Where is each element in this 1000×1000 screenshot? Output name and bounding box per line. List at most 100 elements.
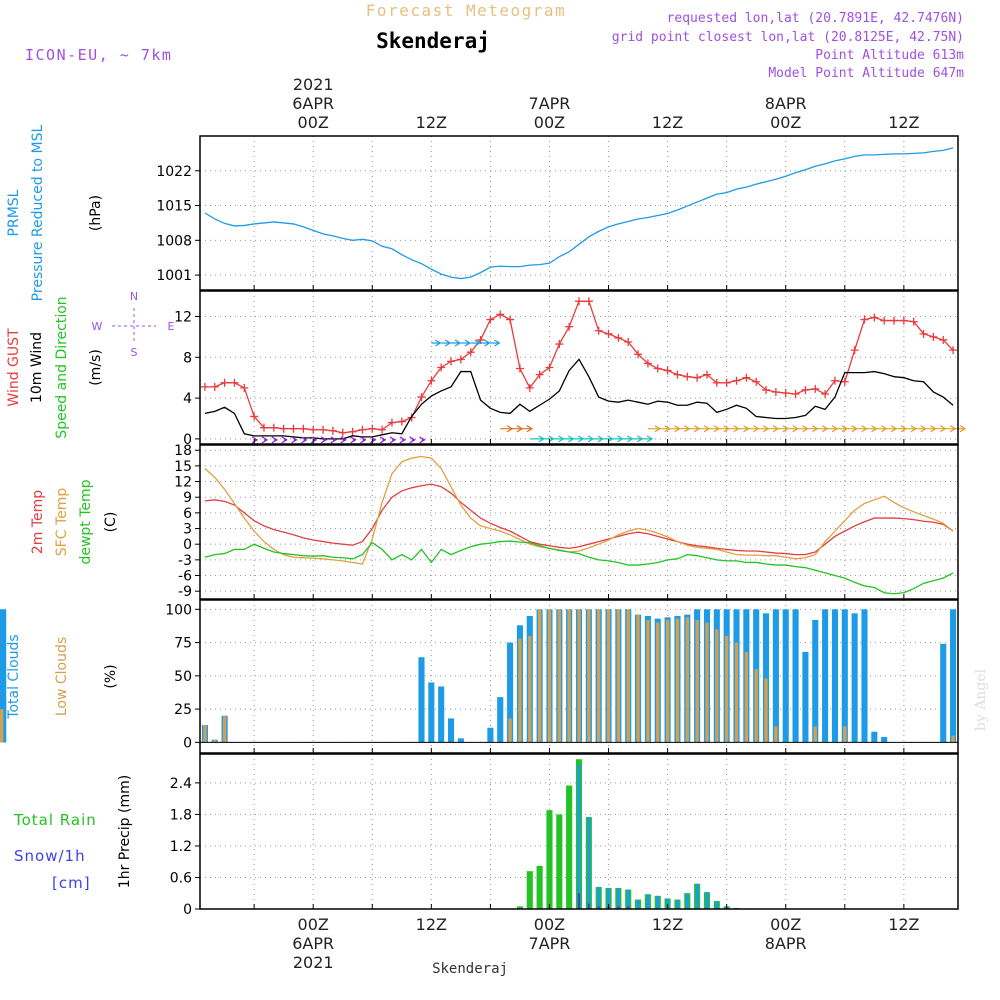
series-line <box>204 147 954 280</box>
wind-direction-arrow <box>490 339 501 347</box>
y-tick-label: 0.6 <box>170 870 192 886</box>
top-time-label: 00Z <box>534 113 565 132</box>
gust-marker <box>397 417 406 426</box>
compass-icon <box>112 308 156 344</box>
bar-precip-0 <box>526 871 533 909</box>
bar-clouds-1 <box>744 651 749 743</box>
bottom-time-label: 6APR <box>292 934 334 953</box>
legend-label: Snow/1h <box>14 847 86 865</box>
gust-marker <box>575 297 583 306</box>
gust-marker <box>525 383 534 392</box>
panel-frame <box>199 290 959 445</box>
gust-marker <box>427 376 436 385</box>
bottom-time-label: 00Z <box>534 915 565 934</box>
y-tick-label: 0 <box>183 735 192 751</box>
bar-clouds-0 <box>792 609 799 743</box>
gust-marker <box>791 390 800 399</box>
bar-precip-1 <box>665 898 670 909</box>
y-tick-label: 2.4 <box>170 776 192 792</box>
bar-clouds-1 <box>537 609 542 743</box>
series-line <box>204 300 954 434</box>
y-tick-label: 3 <box>183 522 192 538</box>
y-axis-label: 10m Wind <box>29 332 45 403</box>
bar-clouds-0 <box>812 619 819 743</box>
bar-clouds-1 <box>774 726 778 743</box>
bar-clouds-0 <box>507 642 514 743</box>
y-axis-label: 2m Temp <box>30 490 46 554</box>
y-tick-label: 8 <box>183 350 192 366</box>
bar-clouds-1 <box>213 739 217 743</box>
bar-clouds-0 <box>881 737 888 743</box>
bar-clouds-1 <box>685 617 689 743</box>
gust-marker <box>319 425 328 434</box>
bar-precip-1 <box>626 889 630 909</box>
y-tick-label: 9 <box>183 490 192 506</box>
bar-precip-0 <box>516 906 523 909</box>
bottom-time-label: 2021 <box>293 953 334 972</box>
bar-precip-2 <box>597 906 600 909</box>
gust-marker <box>634 350 643 359</box>
bar-clouds-0 <box>822 609 829 743</box>
bar-clouds-1 <box>222 715 227 743</box>
bar-precip-1 <box>587 817 591 909</box>
top-time-label: 7APR <box>529 94 571 113</box>
gust-marker <box>939 335 948 344</box>
gust-marker <box>476 335 485 344</box>
wind-direction-arrow <box>638 435 654 443</box>
y-tick-label: 1.2 <box>170 839 192 855</box>
y-axis-label: SFC Temp <box>54 488 70 557</box>
gust-marker <box>269 423 278 432</box>
bar-clouds-1 <box>587 609 591 743</box>
y-tick-label: 25 <box>174 702 192 718</box>
wind-direction-arrow <box>399 436 406 444</box>
gust-marker <box>722 378 731 387</box>
bar-clouds-1 <box>518 638 522 743</box>
bar-precip-2 <box>617 906 620 909</box>
series-line <box>204 540 954 595</box>
y-axis-label: (C) <box>103 512 119 533</box>
y-tick-label: 75 <box>174 636 192 652</box>
gust-marker <box>515 364 524 373</box>
bar-clouds-1 <box>606 609 611 743</box>
gust-marker <box>289 424 298 433</box>
y-axis-label: dewpt Temp <box>78 479 94 564</box>
gust-marker <box>742 373 751 382</box>
gust-marker <box>830 376 839 385</box>
gust-marker <box>555 340 564 349</box>
gust-marker <box>821 390 830 399</box>
bar-clouds-1 <box>813 726 817 743</box>
gust-marker <box>584 297 593 306</box>
clouds-panel: 0 25 50 75 100 Total Clouds Low Clouds (%) <box>0 599 959 754</box>
y-axis-label: (%) <box>103 664 119 688</box>
panel-frame <box>199 753 959 910</box>
bar-clouds-0 <box>802 651 809 743</box>
y-tick-label: 1008 <box>156 233 192 249</box>
bar-clouds-1 <box>695 619 699 743</box>
bar-clouds-1 <box>665 619 670 743</box>
bar-clouds-1 <box>724 635 729 743</box>
y-tick-label: 0 <box>183 432 192 448</box>
legend-label: [cm] <box>52 874 91 892</box>
compass-west: W <box>92 320 103 333</box>
bar-clouds-1 <box>567 609 571 743</box>
y-tick-label: 1001 <box>156 268 192 284</box>
bar-clouds-0 <box>438 686 445 743</box>
bar-clouds-1 <box>597 609 601 743</box>
bar-clouds-1 <box>675 618 680 743</box>
gust-marker <box>643 359 652 368</box>
wind-direction-arrow <box>519 425 534 433</box>
point-altitude: Point Altitude 613m <box>815 48 964 63</box>
gust-marker <box>417 393 426 402</box>
top-time-label: 12Z <box>888 113 919 132</box>
gust-marker <box>801 385 810 394</box>
y-tick-label: 0 <box>183 537 192 553</box>
wind-direction-arrow <box>451 339 462 347</box>
gust-marker <box>437 363 446 372</box>
gust-marker <box>348 427 357 436</box>
bar-precip-1 <box>695 883 699 909</box>
bar-clouds-1 <box>528 635 532 743</box>
gust-marker <box>899 316 908 325</box>
gust-marker <box>683 372 692 381</box>
gust-marker <box>456 355 465 364</box>
